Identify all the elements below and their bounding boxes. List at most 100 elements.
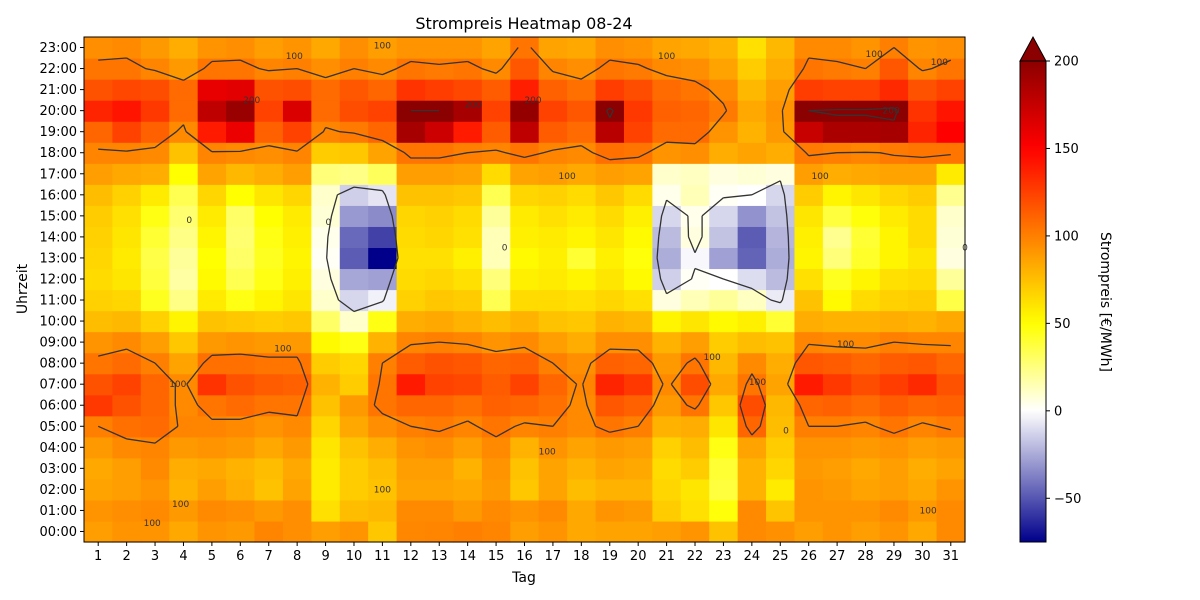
heatmap-cell xyxy=(737,142,767,164)
heatmap-cell xyxy=(766,436,796,459)
heatmap-cell xyxy=(226,142,256,164)
heatmap-cell xyxy=(140,457,170,480)
heatmap-cell xyxy=(709,457,739,480)
heatmap-cell xyxy=(680,121,710,143)
heatmap-cell xyxy=(936,373,966,396)
heatmap-cell xyxy=(84,247,114,270)
heatmap-cell xyxy=(680,289,710,312)
heatmap-cell xyxy=(453,100,483,122)
heatmap-cell xyxy=(197,226,227,249)
colorbar-tick-label: 50 xyxy=(1054,317,1071,332)
contour-label: 100 xyxy=(559,172,576,182)
heatmap-cell xyxy=(567,394,597,417)
heatmap-cell xyxy=(822,373,852,396)
heatmap-cell xyxy=(908,226,938,249)
heatmap-cell xyxy=(112,436,142,459)
heatmap-cell xyxy=(396,184,426,206)
heatmap-cell xyxy=(282,205,312,227)
heatmap-cell xyxy=(112,142,142,164)
x-tick-label: 30 xyxy=(914,549,931,564)
heatmap-cell xyxy=(879,142,909,164)
heatmap-cell xyxy=(652,352,682,375)
heatmap-cell xyxy=(226,478,256,501)
heatmap-cell xyxy=(453,352,483,375)
heatmap-cell xyxy=(510,121,540,143)
heatmap-cell xyxy=(169,457,199,480)
heatmap-cell xyxy=(538,520,568,543)
heatmap-cell xyxy=(453,331,483,354)
contour-label: 100 xyxy=(539,448,556,458)
heatmap-cell xyxy=(396,121,426,143)
heatmap-cell xyxy=(396,520,426,543)
heatmap-cell xyxy=(339,415,369,438)
heatmap-cell xyxy=(908,457,938,480)
heatmap-cell xyxy=(652,457,682,480)
heatmap-cell xyxy=(595,289,625,312)
heatmap-cell xyxy=(481,79,511,101)
heatmap-cell xyxy=(879,478,909,501)
colorbar-extend-arrow xyxy=(1019,35,1047,62)
heatmap-cell xyxy=(140,436,170,459)
heatmap-cell xyxy=(481,163,511,185)
heatmap-cell xyxy=(510,394,540,417)
heatmap-cell xyxy=(84,457,114,480)
heatmap-cell xyxy=(368,520,398,543)
heatmap-cell xyxy=(396,226,426,249)
heatmap-cell xyxy=(822,100,852,122)
heatmap-cell xyxy=(453,499,483,522)
heatmap-cell xyxy=(766,79,796,101)
heatmap-cell xyxy=(652,142,682,164)
x-tick-label: 8 xyxy=(293,549,301,564)
heatmap-cell xyxy=(652,58,682,80)
heatmap-cell xyxy=(339,310,369,333)
y-tick-label: 23:00 xyxy=(40,41,77,56)
heatmap-cell xyxy=(680,436,710,459)
heatmap-cell xyxy=(737,247,767,270)
heatmap-cell xyxy=(481,499,511,522)
heatmap-cell xyxy=(879,184,909,206)
heatmap-cell xyxy=(311,247,341,270)
y-tick-label: 14:00 xyxy=(40,230,77,245)
heatmap-cell xyxy=(737,79,767,101)
heatmap-cell xyxy=(652,415,682,438)
heatmap-cell xyxy=(254,520,284,543)
heatmap-cell xyxy=(794,268,824,291)
heatmap-cell xyxy=(368,142,398,164)
heatmap-cell xyxy=(140,310,170,333)
heatmap-cell xyxy=(851,163,881,185)
heatmap-cell xyxy=(226,58,256,80)
heatmap-cell xyxy=(936,37,966,59)
heatmap-cell xyxy=(595,373,625,396)
heatmap-cell xyxy=(169,352,199,375)
heatmap-cell xyxy=(936,478,966,501)
contour-label: 200 xyxy=(524,96,541,106)
heatmap-cell xyxy=(169,226,199,249)
heatmap-cell xyxy=(510,226,540,249)
heatmap-cell xyxy=(709,163,739,185)
heatmap-cell xyxy=(84,436,114,459)
heatmap-cell xyxy=(368,163,398,185)
heatmap-cell xyxy=(226,247,256,270)
heatmap-cell xyxy=(595,121,625,143)
heatmap-cell xyxy=(567,205,597,227)
heatmap-cell xyxy=(737,520,767,543)
heatmap-cell xyxy=(538,394,568,417)
heatmap-cell xyxy=(339,226,369,249)
heatmap-cell xyxy=(595,184,625,206)
heatmap-cell xyxy=(140,163,170,185)
heatmap-cell xyxy=(254,247,284,270)
heatmap-cell xyxy=(481,478,511,501)
heatmap-cell xyxy=(652,79,682,101)
heatmap-cell xyxy=(254,394,284,417)
y-tick-label: 12:00 xyxy=(40,273,77,288)
heatmap-cell xyxy=(851,331,881,354)
heatmap-cell xyxy=(623,415,653,438)
heatmap-cell xyxy=(169,247,199,270)
heatmap-cell xyxy=(396,289,426,312)
heatmap-cell xyxy=(254,79,284,101)
heatmap-cell xyxy=(169,289,199,312)
heatmap-cell xyxy=(481,247,511,270)
heatmap-cell xyxy=(680,205,710,227)
heatmap-cell xyxy=(851,499,881,522)
